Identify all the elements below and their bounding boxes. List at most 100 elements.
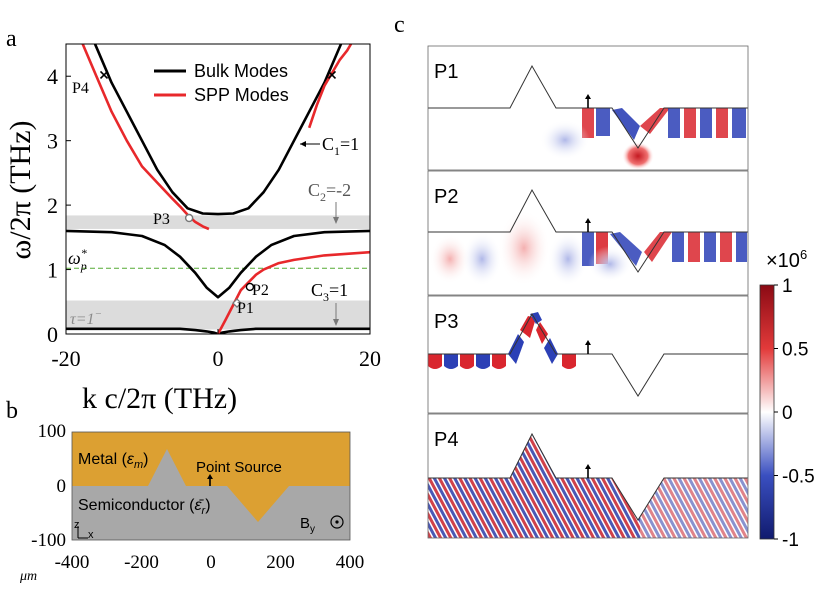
spp-mode-curve-6 [307, 44, 353, 129]
spp-mode-curve-4 [81, 44, 210, 231]
panel-b-y-tick: 100 [38, 421, 67, 442]
marker-p1 [232, 298, 242, 308]
panel-b-x-tick: 400 [336, 552, 365, 573]
tau-label: τ=1− [70, 308, 102, 328]
p4-panel-label: P4 [434, 429, 458, 451]
p1-panel-label: P1 [434, 61, 458, 83]
p3-wave-11 [562, 354, 576, 369]
c3-annotation: C3=1 [311, 280, 348, 326]
colorbar-tick-label: -0.5 [782, 467, 815, 488]
p2-interface [428, 188, 748, 273]
field-panel-p2: P2 [427, 170, 749, 296]
y-tick-label: 2 [47, 193, 58, 218]
p1-wave-2 [596, 108, 610, 136]
panel-c: c P1 [394, 12, 815, 551]
p2-glow-5 [588, 246, 632, 282]
p1-wave-5 [668, 108, 680, 138]
colorbar-gradient [759, 284, 775, 540]
p1-label: P1 [237, 300, 254, 317]
panel-b-x-tick: -400 [55, 552, 90, 573]
x-axis-label: k c/2π (THz) [82, 382, 237, 415]
p2-wave-6 [688, 232, 700, 262]
field-panel-p1: P1 [427, 45, 749, 171]
c2-annotation: C2=-2 [308, 180, 351, 224]
bulk-mode-curve-3 [66, 327, 370, 334]
marker-p4 [99, 70, 109, 79]
p3-wave-3 [460, 354, 474, 369]
p2-field [430, 210, 747, 286]
panel-b-x-tick: 200 [266, 552, 295, 573]
marker-p2 [245, 282, 255, 292]
colorbar-tick-label: 0 [782, 403, 793, 424]
p1-hotspot [622, 142, 654, 170]
p2-label: P2 [252, 282, 269, 299]
p1-interface [428, 64, 748, 149]
bulk-mode-curve-2 [66, 229, 370, 299]
colorbar-scale: ×106 [766, 247, 807, 272]
p4-label: P4 [72, 80, 89, 97]
z-axis-label: z [74, 519, 80, 531]
out-of-plane-dot [335, 520, 339, 524]
panel-b-label: b [6, 398, 18, 424]
p3-label: P3 [153, 211, 170, 228]
panel-b-frame [71, 431, 351, 541]
panel-b-y-tick: -100 [31, 530, 66, 551]
colorbar-tick-label: 0.5 [782, 340, 808, 361]
bulk-mode-curve-1 [93, 44, 343, 216]
series-layer [66, 44, 370, 334]
p4-interface [428, 432, 748, 521]
c1-arrowhead [300, 141, 306, 147]
p3-panel-label: P3 [434, 311, 458, 333]
marker-p3 [184, 213, 194, 223]
x-tick-label: 20 [359, 346, 381, 371]
p1-source-arrowhead [585, 94, 591, 99]
metal-label: Metal (εm) [78, 451, 148, 471]
point-source-arrowhead [207, 474, 213, 479]
legend-bulk-label: Bulk Modes [194, 61, 288, 81]
c2-label: C2=-2 [308, 180, 351, 204]
y-tick-label: 4 [47, 64, 58, 89]
p3-wave-4 [476, 354, 490, 369]
wp-label: ωp* [68, 246, 87, 273]
colorbar-tick-label: 1 [782, 276, 793, 297]
p3-frame [427, 295, 749, 414]
panel-a-plot-area [66, 44, 370, 334]
p2-frame [427, 170, 749, 296]
panel-b-y-tick: 0 [57, 476, 67, 497]
p2-wave-8 [720, 232, 732, 262]
c3-arrowhead [333, 319, 339, 326]
marker-x-5 [327, 70, 337, 79]
p2-wave-7 [704, 232, 716, 262]
p3-interface [428, 312, 748, 397]
panel-b-x-tick: -200 [124, 552, 159, 573]
p1-frame [427, 45, 749, 171]
x-tick-label: 0 [213, 346, 224, 371]
panel-c-label: c [394, 12, 405, 38]
y-axis-label: ω/2π (THz) [4, 120, 37, 259]
c2-arrowhead [333, 217, 339, 224]
c1-label: C1=1 [322, 134, 359, 158]
field-panel-p3: P3 [427, 295, 749, 414]
p3-wave-10 [544, 338, 558, 364]
p1-wave-9 [732, 108, 746, 138]
p2-glow-2 [462, 232, 502, 286]
y-tick-label: 0 [47, 322, 58, 347]
p3-wave-9 [536, 322, 548, 344]
colorbar-tick-label: -1 [782, 530, 799, 551]
p4-field-fade [640, 478, 748, 538]
x-axis-label-b: x [88, 529, 94, 541]
p2-glow-4 [548, 232, 588, 286]
y-tick-label: 1 [47, 258, 58, 283]
out-of-plane-icon [330, 515, 344, 529]
legend: Bulk Modes SPP Modes [154, 61, 289, 105]
gap-band-upper [66, 215, 370, 229]
p2-panel-label: P2 [434, 186, 458, 208]
p1-wave-3 [612, 108, 640, 140]
p1-field [540, 108, 748, 170]
field-panel-p4: P4 [427, 413, 749, 539]
x-tick-label: -20 [51, 346, 80, 371]
semiconductor-label: Semiconductor (ε̄r) [78, 497, 211, 517]
p1-wave-6 [684, 108, 696, 138]
